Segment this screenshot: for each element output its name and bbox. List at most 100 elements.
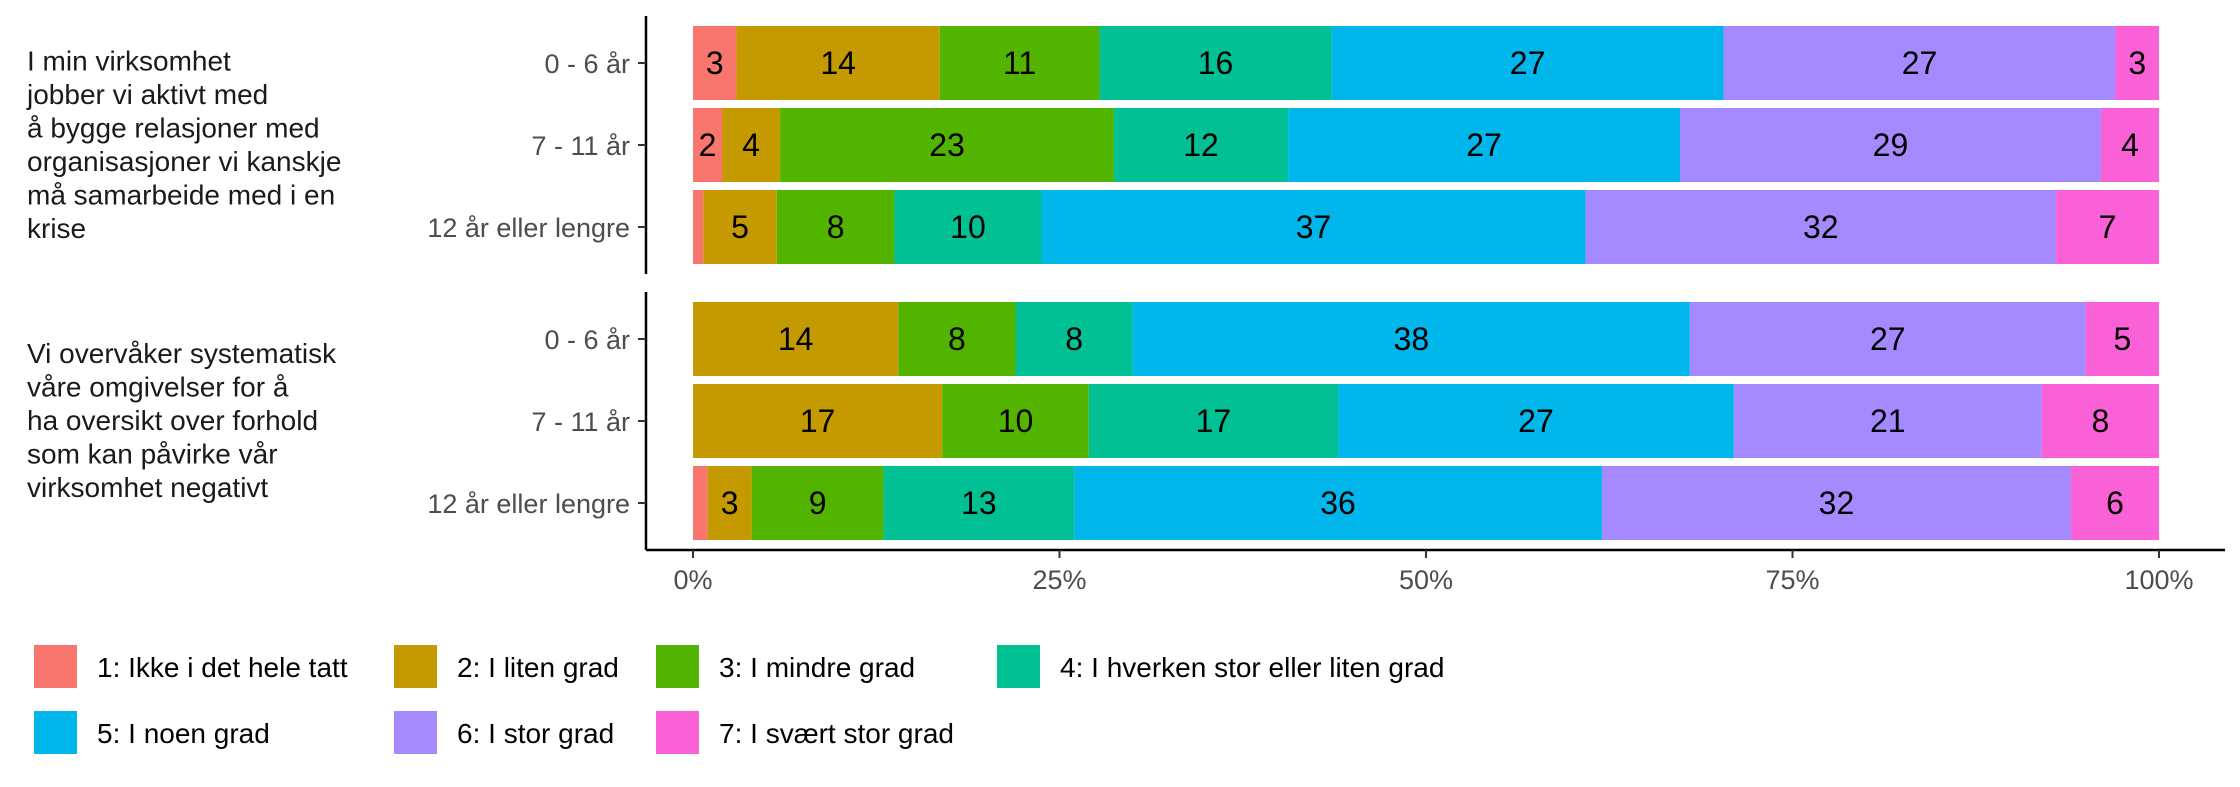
bar-segment (1723, 26, 2116, 100)
legend-item: 1: Ikke i det hele tatt (34, 645, 348, 688)
bar-segment (693, 466, 708, 540)
bar-segment (1132, 302, 1690, 376)
legend-swatch (34, 645, 77, 688)
bar-segment (939, 26, 1100, 100)
data-label: 17 (1196, 403, 1232, 439)
legend-label: 2: I liten grad (457, 652, 619, 683)
legend: 1: Ikke i det hele tatt 2: I liten grad 3:… (34, 645, 1444, 754)
legend-item: 2: I liten grad (394, 645, 619, 688)
data-label: 4 (742, 127, 760, 163)
bar-row: 0 - 6 år 3 14 11 16 27 27 3 (544, 26, 2159, 100)
x-tick-label: 25% (1032, 565, 1086, 595)
data-label: 36 (1320, 485, 1356, 521)
data-label: 29 (1873, 127, 1909, 163)
panel-label-line: Vi overvåker systematisk (27, 338, 337, 369)
data-label: 10 (998, 403, 1034, 439)
legend-item: 5: I noen grad (34, 711, 270, 754)
data-label: 13 (961, 485, 997, 521)
bar-segment (1338, 384, 1734, 458)
bar-segment (2115, 26, 2159, 100)
category-label: 7 - 11 år (531, 407, 630, 437)
data-label: 27 (1870, 321, 1906, 357)
category-label: 0 - 6 år (544, 49, 630, 79)
bar-segment (1601, 466, 2072, 540)
data-label: 8 (827, 209, 845, 245)
data-label: 27 (1518, 403, 1554, 439)
data-label: 8 (2091, 403, 2109, 439)
bar-segment (2085, 302, 2159, 376)
legend-label: 4: I hverken stor eller liten grad (1060, 652, 1444, 683)
legend-swatch (394, 645, 437, 688)
bar-segment (693, 384, 943, 458)
category-label: 0 - 6 år (544, 325, 630, 355)
x-tick-label: 75% (1765, 565, 1819, 595)
category-label: 12 år eller lengre (427, 489, 630, 519)
data-label: 10 (950, 209, 986, 245)
legend-label: 6: I stor grad (457, 718, 614, 749)
bar-segment (894, 190, 1042, 264)
data-label: 23 (929, 127, 965, 163)
panel-label-line: å bygge relasjoner med (27, 112, 320, 143)
panel-label-line: krise (27, 213, 86, 244)
legend-swatch (34, 711, 77, 754)
panel-label-line: ha oversikt over forhold (27, 405, 318, 436)
legend-label: 7: I svært stor grad (719, 718, 954, 749)
data-label: 11 (1003, 45, 1036, 81)
data-label: 3 (2128, 45, 2146, 81)
data-label: 2 (699, 127, 717, 163)
bar-segment (1680, 108, 2101, 182)
panel-label-line: I min virksomhet (27, 45, 231, 76)
bar-segment (703, 190, 777, 264)
bar-segment (1733, 384, 2042, 458)
x-axis: 0% 25% 50% 75% 100% (646, 548, 2225, 595)
data-label: 38 (1394, 321, 1430, 357)
data-label: 21 (1870, 403, 1906, 439)
data-label: 3 (706, 45, 724, 81)
bar-segment (751, 466, 884, 540)
bar-segment (2071, 466, 2159, 540)
bar-segment (1015, 302, 1133, 376)
legend-label: 3: I mindre grad (719, 652, 915, 683)
bar-row: 7 - 11 år 17 10 17 27 21 8 (531, 384, 2159, 458)
data-label: 32 (1819, 485, 1855, 521)
legend-swatch (997, 645, 1040, 688)
legend-item: 4: I hverken stor eller liten grad (997, 645, 1444, 688)
bar-row: 7 - 11 år 2 4 23 12 27 29 4 (531, 108, 2159, 182)
legend-swatch (656, 711, 699, 754)
bar-segment (1074, 466, 1602, 540)
legend-label: 5: I noen grad (97, 718, 270, 749)
panel-label-line: våre omgivelser for å (27, 372, 289, 403)
bar-segment (1099, 26, 1332, 100)
bar-segment (2100, 108, 2159, 182)
legend-label: 1: Ikke i det hele tatt (97, 652, 348, 683)
bar-segment (722, 108, 781, 182)
bar-segment (1041, 190, 1586, 264)
bar-segment (942, 384, 1089, 458)
bar-row: 0 - 6 år 14 8 8 38 27 5 (544, 302, 2159, 376)
data-label: 14 (778, 321, 814, 357)
bar-segment (736, 26, 940, 100)
data-label: 17 (800, 403, 836, 439)
panel-label-line: jobber vi aktivt med (26, 79, 268, 110)
data-label: 37 (1296, 209, 1332, 245)
legend-item: 3: I mindre grad (656, 645, 915, 688)
category-label: 12 år eller lengre (427, 213, 630, 243)
chart-panels: I min virksomhet jobber vi aktivt med å by… (26, 16, 2159, 550)
bar-segment (1088, 384, 1339, 458)
data-label: 27 (1466, 127, 1502, 163)
panel-label-line: må samarbeide med i en (27, 179, 335, 210)
bar-segment (776, 190, 895, 264)
bar-row: 12 år eller lengre 5 8 10 37 32 7 (427, 190, 2159, 264)
bar-segment (898, 302, 1016, 376)
data-label: 5 (2113, 321, 2131, 357)
bar-segment (1689, 302, 2086, 376)
data-label: 27 (1510, 45, 1546, 81)
bar-segment (693, 302, 899, 376)
data-label: 16 (1198, 45, 1234, 81)
data-label: 32 (1803, 209, 1839, 245)
bar-segment (707, 466, 752, 540)
legend-item: 6: I stor grad (394, 711, 614, 754)
bar-segment (2041, 384, 2159, 458)
data-label: 7 (2099, 209, 2117, 245)
